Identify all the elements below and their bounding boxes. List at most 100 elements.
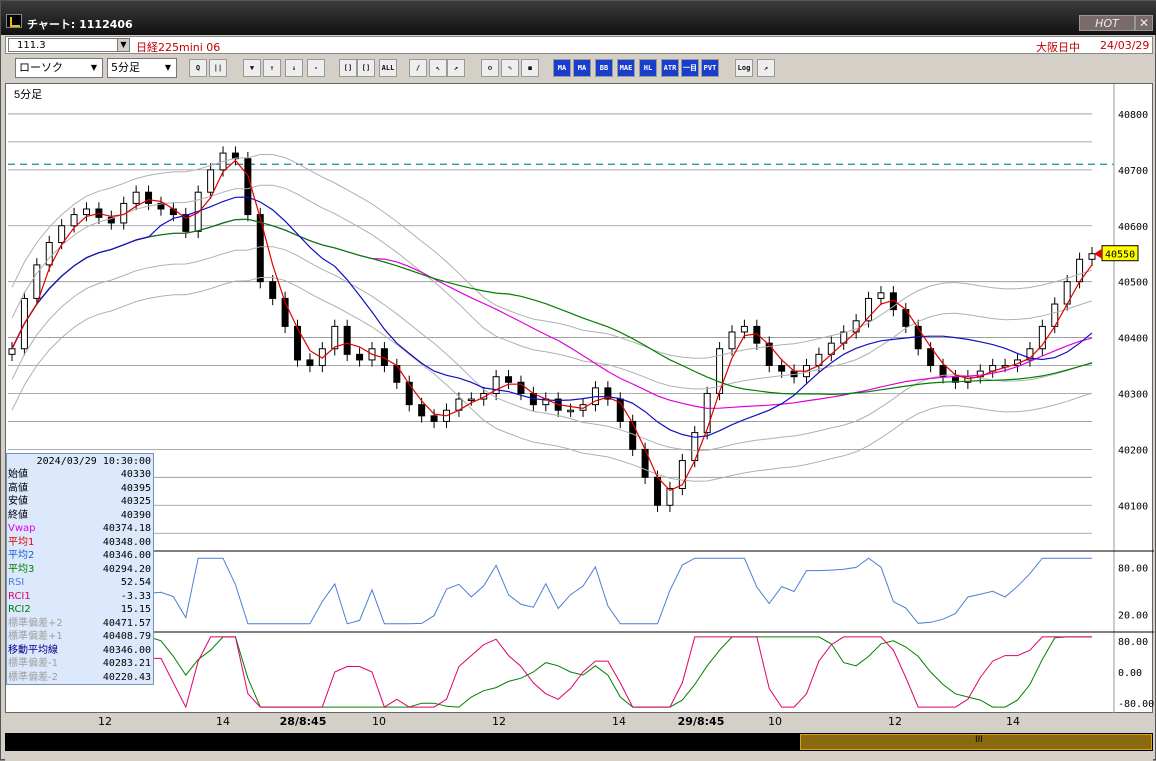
title-bar[interactable]: チャート: 1112406 HOT ✕	[1, 1, 1156, 35]
info-value: 40220.43	[102, 671, 151, 683]
info-key: 平均2	[8, 550, 35, 561]
info-key: RSI	[8, 577, 25, 588]
info-row: 始値 40330	[7, 468, 153, 481]
hot-button[interactable]: HOT	[1079, 15, 1135, 31]
info-row: RCI1 -3.33	[7, 590, 153, 603]
bar-icon[interactable]: ||	[209, 59, 227, 77]
info-key: 標準偏差+1	[8, 631, 63, 642]
bollinger-upper-2	[11, 154, 1093, 359]
time-axis: 12 14 28/8:45 10 12 14 29/8:45 10 12 14	[5, 713, 1153, 733]
candle-body	[294, 325, 302, 361]
chart-type-select[interactable]: ローソク ▼	[15, 58, 103, 78]
gear-icon[interactable]: ⚙	[481, 59, 499, 77]
chart-down-icon[interactable]: ↓	[285, 59, 303, 77]
rci-tick-label: 80.00	[1118, 637, 1148, 648]
price-tick-label: 40500	[1118, 278, 1148, 289]
cursor-icon[interactable]: ↖	[429, 59, 447, 77]
sma1-line	[11, 159, 1093, 492]
info-key: 標準偏差-1	[8, 658, 58, 669]
time-tick-label: 10	[372, 715, 386, 728]
price-chart[interactable]: 5分足 40800 40700 40600 40500 40400 40300 40200 40…	[6, 84, 1154, 714]
indicator-ma-icon[interactable]: МА	[553, 59, 571, 77]
candle-body	[269, 281, 277, 299]
chart-panel[interactable]: 5分足 40800 40700 40600 40500 40400 40300 40200 40…	[5, 83, 1154, 714]
price-tick-label: 40300	[1118, 389, 1148, 400]
info-value: 40346.00	[102, 644, 151, 656]
price-tick-label: 40200	[1118, 445, 1148, 456]
indicator-atr-icon[interactable]: ATR	[661, 59, 679, 77]
chevron-down-icon[interactable]: ▼	[164, 63, 172, 72]
info-value: -3.33	[120, 590, 151, 602]
candle-body	[728, 331, 736, 350]
candle-body	[467, 398, 475, 402]
info-row: 高値 40395	[7, 482, 153, 495]
pen-icon[interactable]: /	[409, 59, 427, 77]
candle-a-icon[interactable]: []	[339, 59, 357, 77]
candle-body	[1038, 325, 1046, 350]
rci-tick-label: 0.00	[1118, 668, 1142, 679]
instrument-code: 111.3	[17, 40, 46, 51]
candle-body	[145, 191, 153, 204]
price-tick-label: 40400	[1118, 334, 1148, 345]
instrument-code-select[interactable]: 111.3 ▼	[8, 38, 130, 52]
bollinger-lower-2	[11, 277, 1093, 482]
indicator-ma2-icon[interactable]: MA	[573, 59, 591, 77]
info-value: 52.54	[120, 577, 151, 588]
info-row: 移動平均線 40346.00	[7, 644, 153, 657]
info-key: 平均3	[8, 563, 35, 575]
log-button[interactable]: Log	[735, 59, 753, 77]
info-value: 40408.79	[102, 631, 151, 642]
candle-body	[740, 325, 748, 333]
candle-body	[157, 202, 165, 210]
session-date: 24/03/29	[1100, 39, 1150, 52]
candle-body	[182, 214, 190, 232]
rsi-line	[11, 557, 1092, 625]
scroll-thumb[interactable]	[800, 734, 1152, 750]
interval-value: 5分足	[111, 61, 140, 74]
horizontal-scrollbar[interactable]: III	[5, 733, 1153, 751]
interval-select[interactable]: 5分足 ▼	[107, 58, 177, 78]
candle-b-icon[interactable]: []	[357, 59, 375, 77]
info-value: 40471.57	[102, 617, 151, 629]
time-tick-label: 14	[216, 715, 230, 728]
candle-body	[753, 325, 761, 344]
candle-body	[58, 225, 66, 244]
indicator-ichi-icon[interactable]: 一目	[681, 59, 699, 77]
candle-body	[678, 460, 686, 490]
candle-body	[231, 152, 239, 160]
info-datetime: 2024/03/29 10:30:00	[36, 456, 151, 467]
rci2-line	[11, 636, 1092, 708]
brush-icon[interactable]: ✎	[501, 59, 519, 77]
zoom-icon[interactable]: Q	[189, 59, 207, 77]
info-key: RCI2	[8, 604, 31, 615]
current-price-arrow-icon	[1094, 248, 1102, 259]
candle-body	[70, 214, 78, 227]
chevron-down-icon[interactable]: ▼	[90, 63, 98, 72]
rsi-tick-label: 80.00	[1118, 564, 1148, 575]
info-key: 安値	[8, 496, 28, 507]
current-price-label: 40550	[1105, 250, 1135, 261]
chevron-down-icon[interactable]: ▼	[117, 39, 129, 51]
color-icon[interactable]: ◼	[521, 59, 539, 77]
indicator-hl-icon[interactable]: HL	[639, 59, 657, 77]
indicator-pvt-icon[interactable]: PVT	[701, 59, 719, 77]
info-value: 40325	[120, 496, 151, 507]
chart-up-icon[interactable]: ↑	[263, 59, 281, 77]
info-key: Vwap	[8, 523, 36, 534]
navigator-strip	[5, 751, 1153, 761]
arrow-icon[interactable]: ↗	[447, 59, 465, 77]
indicator-mae-icon[interactable]: MAE	[617, 59, 635, 77]
info-row: 平均3 40294.20	[7, 563, 153, 576]
info-row: 標準偏差+2 40471.57	[7, 617, 153, 630]
indicator-bb-icon[interactable]: BB	[595, 59, 613, 77]
instrument-name: 日経225mini 06	[136, 41, 221, 54]
all-button[interactable]: ALL	[379, 59, 397, 77]
scroll-down-icon[interactable]: ▼	[243, 59, 261, 77]
disabled-icon[interactable]: -	[307, 59, 325, 77]
time-tick-label: 14	[612, 715, 626, 728]
candle-body	[331, 325, 339, 350]
export-icon[interactable]: ↗	[757, 59, 775, 77]
close-icon[interactable]: ✕	[1135, 15, 1153, 31]
sma3-line	[11, 218, 1093, 396]
